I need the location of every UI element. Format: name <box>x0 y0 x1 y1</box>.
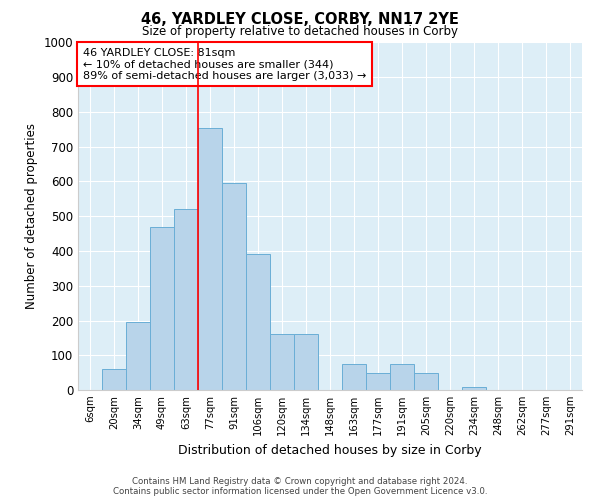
Y-axis label: Number of detached properties: Number of detached properties <box>25 123 38 309</box>
Text: 46, YARDLEY CLOSE, CORBY, NN17 2YE: 46, YARDLEY CLOSE, CORBY, NN17 2YE <box>141 12 459 28</box>
Text: 46 YARDLEY CLOSE: 81sqm
← 10% of detached houses are smaller (344)
89% of semi-d: 46 YARDLEY CLOSE: 81sqm ← 10% of detache… <box>83 48 367 81</box>
Bar <box>390 364 414 390</box>
Bar <box>198 128 222 390</box>
Bar <box>222 183 246 390</box>
Bar <box>150 226 174 390</box>
Bar <box>294 334 318 390</box>
Text: Size of property relative to detached houses in Corby: Size of property relative to detached ho… <box>142 25 458 38</box>
Bar <box>462 386 486 390</box>
Bar <box>246 254 270 390</box>
Bar <box>174 210 198 390</box>
Bar <box>270 334 294 390</box>
Text: Contains HM Land Registry data © Crown copyright and database right 2024.
Contai: Contains HM Land Registry data © Crown c… <box>113 476 487 496</box>
Bar <box>342 364 366 390</box>
Bar <box>414 372 438 390</box>
Bar <box>126 322 150 390</box>
Bar <box>102 369 126 390</box>
Bar <box>366 372 390 390</box>
X-axis label: Distribution of detached houses by size in Corby: Distribution of detached houses by size … <box>178 444 482 456</box>
